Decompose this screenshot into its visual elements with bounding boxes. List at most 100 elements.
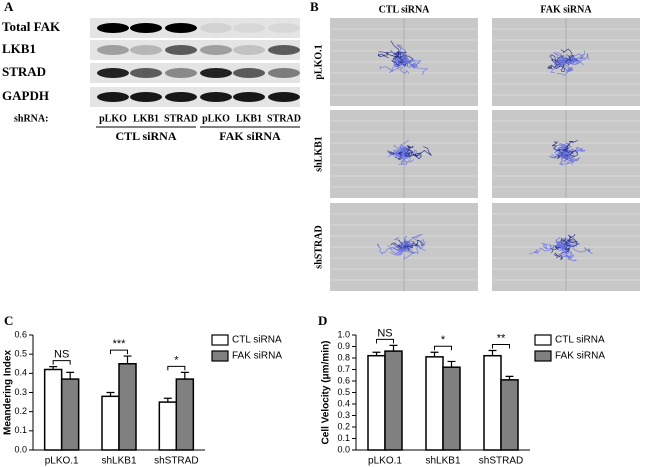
legend-label: FAK siRNA: [555, 351, 605, 362]
blot-band: [268, 23, 300, 33]
bar: [175, 378, 195, 451]
blot-band: [200, 45, 232, 55]
error-bar: [488, 349, 497, 356]
significance-label: NS: [377, 327, 392, 339]
x-tick-label: shSTRAD: [154, 456, 198, 467]
y-tick-label: 0.1: [337, 433, 350, 443]
bar: [500, 379, 519, 451]
x-tick-label: shLKB1: [101, 456, 136, 467]
error-bar: [163, 397, 172, 403]
blot-row-label: LKB1: [2, 41, 36, 56]
track: [541, 242, 567, 250]
lane-label: LKB1: [236, 113, 262, 124]
track: [562, 149, 579, 158]
lane-label: STRAD: [267, 113, 301, 124]
blot-band: [165, 45, 197, 55]
error-bar: [447, 360, 456, 368]
track: [565, 146, 583, 155]
panel-letter: A: [4, 0, 14, 14]
lane-label: pLKO: [99, 113, 127, 124]
row-label: shSTRAD: [313, 225, 324, 268]
error-bar: [180, 371, 189, 380]
bar: [483, 354, 502, 451]
significance-label: **: [497, 332, 506, 344]
track: [398, 153, 406, 166]
track: [392, 59, 405, 67]
blot-band: [233, 23, 265, 33]
error-bar: [430, 351, 439, 357]
y-tick-label: 0.3: [14, 387, 27, 397]
shrna-label: shRNA:: [14, 113, 48, 124]
row-label: shLKB1: [313, 136, 324, 172]
significance-bracket: [52, 360, 71, 365]
y-tick-label: 0.1: [14, 425, 27, 435]
legend-label: CTL siRNA: [232, 335, 282, 346]
track: [561, 235, 578, 248]
x-tick-label: pLKO.1: [368, 456, 402, 467]
group-label: FAK siRNA: [219, 129, 281, 143]
track: [562, 237, 574, 248]
significance-bracket: [110, 349, 128, 355]
error-bar: [49, 366, 58, 370]
track: [554, 246, 571, 261]
track: [387, 149, 404, 158]
track: [563, 149, 575, 166]
y-axis-label: Cell Velocity (μm/min): [321, 341, 332, 445]
lane-label: pLKO: [202, 113, 230, 124]
bar: [158, 401, 178, 451]
track: [554, 56, 567, 67]
track: [399, 148, 408, 155]
y-tick-label: 0.0: [337, 444, 350, 454]
panel-letter: D: [318, 313, 327, 328]
blot-band: [233, 45, 265, 55]
track: [562, 50, 586, 63]
track: [397, 153, 415, 166]
track: [390, 242, 405, 250]
error-bar: [505, 375, 514, 380]
track: [390, 245, 405, 256]
blot-band: [200, 92, 232, 102]
blot-band: [130, 92, 162, 102]
track: [549, 54, 567, 65]
y-tick-label: 0.6: [14, 329, 27, 339]
track: [565, 148, 586, 155]
blot-row-label: GAPDH: [2, 88, 49, 103]
track: [398, 143, 407, 155]
significance-bracket: [376, 338, 394, 344]
blot-row-label: STRAD: [2, 64, 46, 79]
legend-swatch: [534, 350, 552, 362]
track: [565, 234, 578, 248]
track: [553, 52, 567, 65]
blot-band: [130, 23, 162, 33]
blot-band: [200, 68, 232, 78]
column-label: FAK siRNA: [540, 4, 592, 15]
significance-label: *: [441, 334, 446, 346]
legend-swatch: [534, 334, 552, 346]
error-bar: [66, 371, 75, 380]
bar: [43, 368, 63, 451]
significance-bracket: [434, 345, 452, 351]
blot-band: [268, 68, 300, 78]
track: [560, 48, 573, 63]
track: [560, 240, 581, 248]
y-tick-label: 0.5: [337, 387, 350, 397]
significance-label: NS: [54, 349, 69, 361]
track: [403, 61, 420, 69]
blot-band: [165, 23, 197, 33]
y-tick-label: 0.4: [14, 368, 27, 378]
legend-swatch: [211, 350, 229, 362]
panel-letter: C: [4, 313, 13, 328]
error-bar: [372, 351, 381, 356]
track: [397, 241, 427, 255]
y-axis-label: Meandering Index: [3, 350, 14, 435]
blot-band: [233, 92, 265, 102]
y-tick-label: 0.2: [14, 406, 27, 416]
error-bar: [123, 355, 132, 364]
bar: [425, 356, 444, 451]
row-label: pLKO.1: [313, 44, 324, 79]
y-tick-label: 0.3: [337, 410, 350, 420]
y-tick-label: 0.6: [337, 375, 350, 385]
y-tick-label: 0.5: [14, 349, 27, 359]
y-tick-label: 0.2: [337, 421, 350, 431]
